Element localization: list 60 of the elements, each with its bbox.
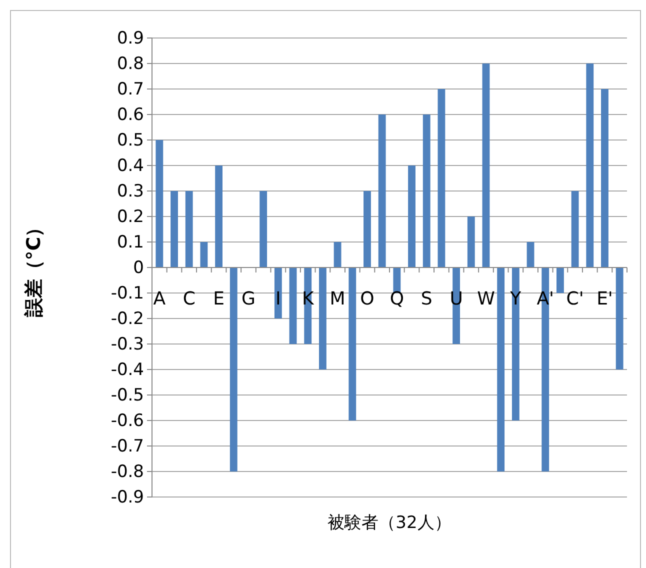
y-tick-label: 0.7 [116,79,144,100]
bar [200,242,208,268]
bar [586,64,594,268]
x-tick-label: E [213,288,224,310]
x-tick-label: W [477,288,496,310]
y-tick-label: 0.6 [116,104,144,125]
x-tick-label: Q [390,288,404,310]
bar [467,216,475,268]
bar [616,268,624,370]
y-tick-label: -0.5 [110,385,144,406]
x-tick-label: C' [566,288,584,310]
x-tick-label: I [276,288,281,310]
x-tick-label: G [242,288,256,310]
y-tick-label: 0.3 [116,181,144,202]
x-tick-label: A [153,288,166,310]
y-tick-label: -0.6 [110,410,144,431]
y-axis-title: 誤差（°C） [23,218,45,318]
bar [556,268,564,293]
x-tick-label: S [420,288,432,310]
x-tick-label: O [360,288,374,310]
x-tick-label: C [182,288,196,310]
y-tick-label: 0.1 [116,232,144,252]
bar [601,89,608,268]
bar [215,166,223,268]
bar [274,268,282,318]
bar [230,268,238,472]
x-tick-label: E' [596,288,613,310]
x-axis-title: 被験者（32人） [328,513,452,533]
y-tick-label: 0.9 [116,28,144,48]
bar [170,191,178,268]
y-tick-label: -0.2 [110,308,144,329]
bar [156,140,164,268]
y-tick-label: 0 [133,258,144,278]
y-tick-label: -0.7 [110,436,144,456]
y-tick-label: 0.2 [116,206,144,227]
y-tick-label: -0.3 [110,334,144,354]
y-tick-label: -0.4 [110,360,144,380]
x-tick-label: M [330,288,346,310]
bar [571,191,579,268]
y-tick-label: 0.8 [116,54,144,74]
bar [497,268,505,472]
y-tick-label: -0.9 [110,487,144,508]
y-tick-label: -0.1 [110,283,144,304]
bar [526,242,534,268]
bar [438,89,446,268]
bar [422,114,430,268]
y-tick-label: 0.4 [116,156,144,176]
bar [408,166,416,268]
bar [348,268,356,420]
bar [289,268,297,344]
bar [185,191,193,268]
bar [260,191,268,268]
bar [482,64,490,268]
bar [334,242,342,268]
y-tick-label: 0.5 [116,130,144,150]
bar [364,191,371,268]
bar [318,268,326,370]
bar [393,268,401,293]
bar [378,114,386,268]
y-tick-label: -0.8 [110,462,144,482]
